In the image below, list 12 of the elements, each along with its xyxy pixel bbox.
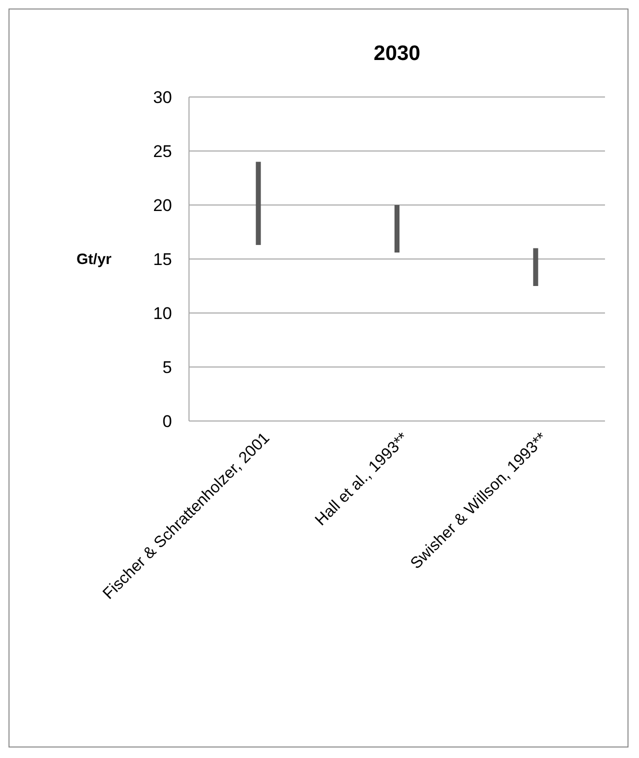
y-tick-label: 20 xyxy=(153,196,172,215)
chart-title: 2030 xyxy=(374,42,420,65)
y-tick-label: 0 xyxy=(162,412,172,431)
y-axis-title: Gt/yr xyxy=(76,251,112,268)
y-tick-label: 5 xyxy=(162,358,172,377)
y-tick-label: 10 xyxy=(153,304,172,323)
bar xyxy=(394,205,400,253)
bar xyxy=(533,248,538,286)
y-tick-label: 15 xyxy=(153,250,172,269)
bar xyxy=(256,162,261,245)
y-tick-label: 25 xyxy=(153,142,172,161)
y-tick-label: 30 xyxy=(153,88,172,107)
